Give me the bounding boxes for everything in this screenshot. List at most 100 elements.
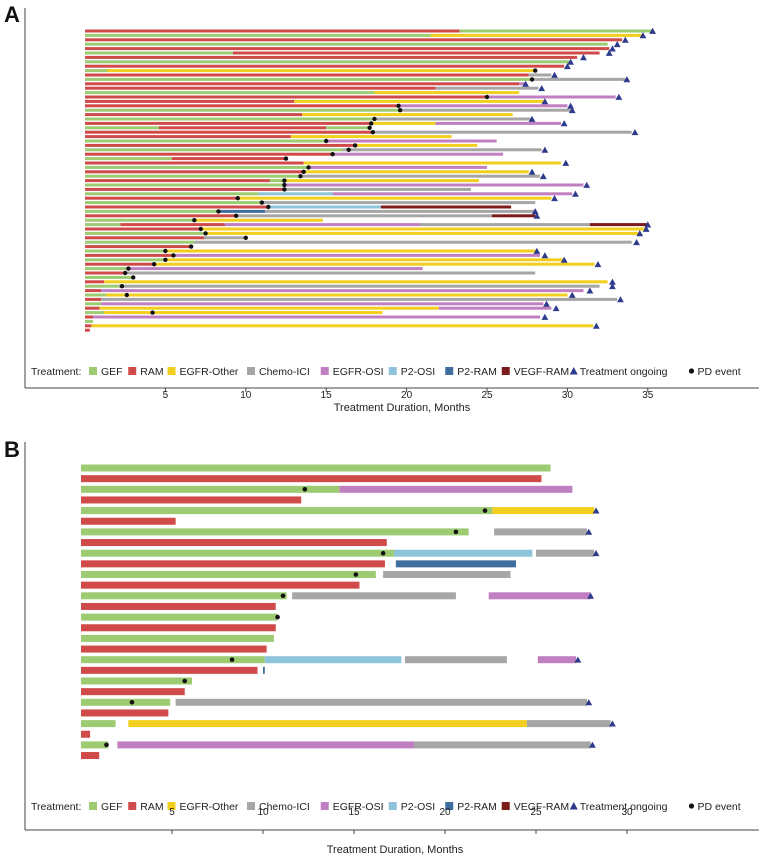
panel-b-legend-label-vegf-ram: VEGF-RAM (514, 801, 569, 813)
panel-a-ongoing-marker-row-18 (567, 102, 575, 109)
panel-a-ongoing-marker-row-7 (580, 54, 587, 61)
panel-a-ongoing-marker-row-53 (560, 256, 568, 263)
panel-a-ongoing-marker-row-24 (631, 128, 639, 136)
panel-a-pd-event-row-65 (150, 310, 155, 315)
panel-a-bar-row-1-seg-1 (85, 29, 460, 33)
panel-a-bar-row-48-seg-1 (85, 236, 204, 240)
panel-b-legend-label-gef: GEF (101, 801, 123, 813)
panel-b-bar-row-14-seg-1 (81, 602, 276, 610)
panel-a-pd-event-row-33 (301, 169, 306, 174)
panel-a-ongoing-marker-row-12 (623, 76, 631, 83)
panel-a-tick-label-15: 15 (321, 390, 333, 401)
panel-b-bar-row-13-seg-2 (292, 592, 456, 600)
panel-a-bar-row-39-seg-2 (237, 196, 552, 200)
panel-a-bar-row-52-seg-2 (171, 253, 541, 257)
panel-a-bar-row-11-seg-1 (85, 73, 529, 77)
panel-a-bar-row-55-seg-1 (85, 267, 129, 271)
panel-b-legend-swatch-egfr-other (167, 802, 176, 810)
panel-a-bar-row-59-seg-2 (118, 284, 600, 288)
panel-b-legend-swatch-egfr-osi (320, 802, 329, 810)
panel-a-ongoing-marker-row-33 (528, 168, 536, 175)
panel-b-bar-row-12-seg-1 (81, 581, 360, 589)
panel-a-bar-row-66-seg-1 (85, 315, 94, 319)
panel-a-bar-row-42-seg-2 (218, 209, 266, 213)
panel-a-bar-row-54-seg-1 (85, 262, 155, 266)
panel-a-ongoing-marker-row-63 (543, 300, 550, 307)
panel-a-bar-row-48-seg-2 (203, 236, 246, 240)
panel-a-ongoing-marker-row-3 (621, 36, 629, 43)
panel-a-bar-row-51-seg-2 (165, 249, 536, 253)
panel-b-bar-row-9-seg-2 (394, 549, 533, 557)
panel-b-bar-row-21-seg-1 (81, 677, 193, 685)
panel-a-bar-row-65-seg-1 (85, 311, 105, 315)
panel-a-ongoing-marker-row-36 (583, 181, 591, 188)
panel-a-bar-row-16-seg-2 (487, 95, 616, 99)
panel-a-ongoing-marker-row-22 (560, 120, 568, 127)
panel-a-bar-row-43-seg-2 (236, 214, 492, 218)
panel-a-bar-row-15-seg-1 (85, 91, 375, 95)
panel-b-bar-row-15-seg-1 (81, 613, 278, 621)
panel-b-legend-swatch-pd-event (688, 803, 695, 809)
panel-b-bar-row-28-seg-1 (81, 752, 100, 760)
panel-b-legend-swatch-p2-osi (388, 802, 397, 810)
panel-b-bar-row-25-seg-1 (81, 720, 116, 728)
panel-a-bar-row-45-seg-2 (120, 223, 225, 227)
panel-b-bar-row-5-seg-2 (492, 507, 595, 515)
panel-a-legend-swatch-egfr-other (167, 367, 176, 375)
panel-a-bar-row-22-seg-2 (371, 121, 436, 125)
panel-a-bar-row-18-seg-1 (85, 104, 399, 108)
panel-a-bar-row-62-seg-2 (101, 297, 618, 301)
panel-a-pd-event-row-37 (282, 187, 287, 192)
panel-a-bar-row-31-seg-2 (303, 161, 561, 165)
panel-a-bar-row-27-seg-2 (355, 143, 478, 147)
panel-a-pd-event-row-59 (119, 284, 125, 289)
panel-a-ongoing-marker-row-14 (538, 84, 546, 92)
panel-a-bar-row-22-seg-1 (85, 121, 372, 125)
panel-a-bar-row-59-seg-1 (85, 284, 119, 288)
panel-a-ongoing-marker-row-61 (568, 291, 576, 298)
panel-a-pd-event-row-23 (367, 125, 372, 130)
panel-a-bar-row-62-seg-1 (85, 297, 102, 301)
panel-a-pd-event-row-39 (235, 196, 240, 201)
panel-a-pd-event-row-41 (266, 204, 271, 210)
panel-a-bar-row-20-seg-2 (302, 113, 513, 117)
panel-a-bar-row-69-seg-1 (85, 328, 90, 332)
panel-a-ongoing-marker-row-1 (649, 27, 657, 34)
panel-a-legend-label-p2-osi: P2-OSI (401, 366, 435, 378)
panel-a-legend-swatch-p2-ram (445, 367, 454, 375)
panel-a-bar-row-45-seg-5 (589, 223, 648, 227)
panel-a-bar-row-6-seg-2 (232, 51, 600, 55)
panel-a-tick-label-5: 5 (163, 390, 169, 401)
panel-b-ongoing-marker-row-13 (587, 592, 594, 599)
panel-a-bar-row-51-seg-1 (85, 249, 166, 253)
panel-b-bar-row-20-seg-2 (263, 666, 265, 674)
panel-a-legend-swatch-ram (128, 367, 137, 375)
panel-a-bar-row-40-seg-1 (85, 201, 262, 205)
panel-b-pd-event-row-23 (129, 700, 135, 705)
panel-a-pd-event-row-30 (283, 156, 289, 161)
panel-a-legend-label-chemo-ici: Chemo-ICI (259, 366, 310, 378)
panel-a-bar-row-56-seg-2 (123, 271, 536, 275)
panel-b-bar-row-17-seg-1 (81, 634, 274, 642)
panel-a-bar-row-17-seg-2 (294, 99, 544, 103)
panel-b-bar-row-19-seg-2 (264, 656, 402, 664)
panel-b-bar-row-25-seg-2 (128, 720, 527, 728)
panel-b-legend-label-treatment-ongoing: Treatment ongoing (580, 801, 668, 813)
panel-b-bar-row-19-seg-3 (404, 656, 507, 664)
panel-a-bar-row-33-seg-2 (303, 170, 529, 174)
panel-a-bar-row-32-seg-1 (85, 165, 309, 169)
panel-a-bar-row-24-seg-1 (85, 130, 372, 134)
panel-b-bar-row-19-seg-4 (537, 656, 577, 664)
panel-b-ongoing-marker-row-25 (609, 720, 616, 727)
panel-b-pd-event-row-19 (229, 657, 235, 662)
panel-a-pd-event-row-56 (123, 270, 128, 276)
panel-a-bar-row-47-seg-1 (85, 231, 206, 235)
panel-a-bar-row-43-seg-1 (85, 214, 237, 218)
panel-a-pd-event-row-51 (163, 248, 168, 254)
panel-b-pd-event-row-3 (302, 487, 308, 492)
panel-b-legend-swatch-p2-ram (445, 802, 454, 810)
panel-b-bar-row-5-seg-1 (81, 507, 493, 515)
panel-a-legend-swatch-vegf-ram (501, 367, 510, 375)
panel-a-ongoing-marker-row-62 (617, 296, 624, 303)
panel-a-bar-row-30-seg-2 (171, 157, 286, 161)
